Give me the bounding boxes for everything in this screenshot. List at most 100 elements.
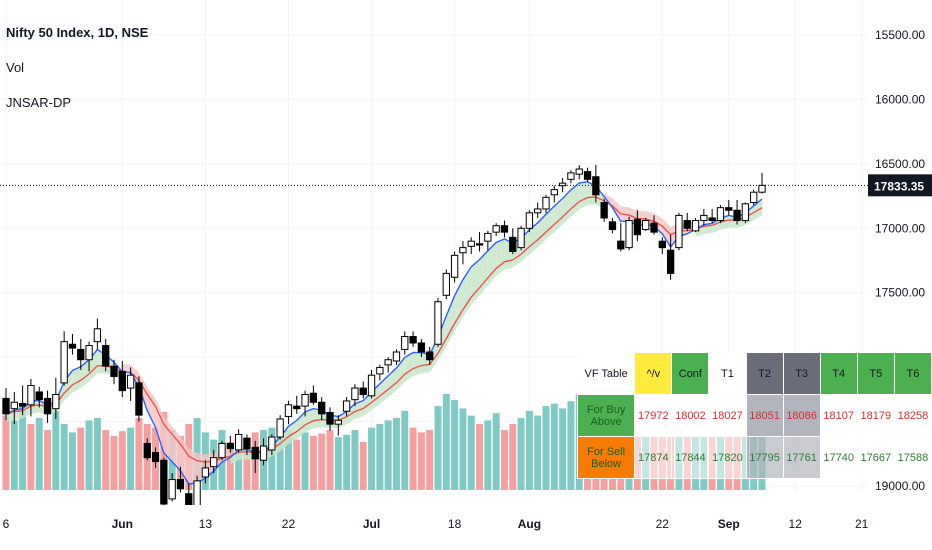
candle-body	[293, 405, 301, 410]
candle-body	[309, 392, 318, 403]
vf-sell-value: 17761	[782, 436, 821, 479]
candle-body	[218, 442, 226, 459]
vf-buy-label: For Buy Above	[576, 394, 636, 437]
trend-band	[546, 206, 555, 240]
volume-bar	[384, 420, 392, 490]
candle-body	[126, 374, 135, 389]
candle-body	[550, 189, 558, 196]
candle-body	[284, 404, 293, 417]
vf-header-cell: ^/v	[634, 352, 673, 395]
volume-bar	[27, 424, 35, 490]
candle-body	[2, 397, 10, 415]
time-tick-label: Jul	[363, 517, 380, 531]
candle-body	[492, 225, 500, 233]
vf-sell-value: 17820	[708, 436, 747, 479]
trend-band	[280, 426, 289, 452]
trend-band	[388, 367, 397, 398]
candle-body	[176, 479, 185, 490]
candle-body	[251, 446, 259, 460]
candle-body	[509, 236, 517, 252]
vf-sell-value: 17667	[856, 436, 895, 479]
candle-body	[27, 384, 35, 406]
candle-body	[342, 400, 351, 412]
trend-band	[64, 370, 73, 401]
candle-body	[708, 217, 716, 222]
vf-buy-value: 18179	[856, 394, 895, 437]
volume-bar	[85, 420, 93, 490]
candle-body	[484, 232, 492, 242]
candle-body	[633, 218, 642, 236]
time-tick-label: 12	[789, 517, 803, 531]
volume-bar	[44, 430, 52, 490]
volume-bar	[268, 427, 276, 490]
time-tick-label: 21	[855, 517, 869, 531]
current-price-tag	[868, 174, 932, 197]
candle-body	[583, 171, 592, 180]
trend-band	[429, 337, 438, 373]
candle-body	[534, 208, 542, 214]
vf-buy-value: 18086	[782, 394, 821, 437]
vf-sell-label: For Sell Below	[576, 436, 636, 479]
symbol-title[interactable]: Nifty 50 Index, 1D, NSE	[6, 25, 149, 40]
indicator-legend[interactable]: JNSAR-DP	[6, 95, 72, 110]
trend-band	[413, 352, 422, 377]
trend-band	[471, 259, 480, 305]
volume-bar	[434, 406, 442, 490]
vf-buy-value: 18051	[745, 394, 784, 437]
candle-body	[268, 436, 276, 451]
volume-bar	[235, 434, 243, 490]
volume-bar	[525, 410, 533, 490]
trend-band	[496, 239, 505, 277]
trend-band	[662, 218, 671, 247]
candle-body	[716, 207, 725, 222]
trend-band	[72, 366, 81, 393]
candle-body	[592, 176, 600, 196]
candle-body	[318, 401, 326, 415]
candle-body	[625, 220, 633, 249]
volume-bar	[401, 410, 409, 490]
candle-body	[77, 348, 85, 361]
candle-body	[450, 254, 459, 278]
volume-bar	[135, 418, 143, 490]
candle-body	[367, 374, 376, 397]
volume-bar	[426, 430, 434, 490]
trend-band	[554, 198, 563, 233]
candle-body	[475, 243, 484, 246]
volume-bar	[334, 437, 342, 490]
trend-band	[138, 372, 148, 411]
volume-bar	[93, 418, 101, 490]
candle-body	[642, 220, 650, 231]
candle-body	[725, 207, 733, 211]
candle-body	[85, 345, 93, 361]
trend-band	[404, 352, 414, 382]
trend-band	[363, 392, 372, 417]
vf-sell-row: For Sell Below 17874 17844 17820 17795 1…	[576, 436, 932, 479]
time-tick-label: 22	[282, 517, 296, 531]
candle-body	[118, 370, 126, 392]
vf-header-cell: Conf	[671, 352, 710, 395]
volume-bar	[60, 424, 68, 490]
volume-bar	[343, 434, 351, 490]
volume-bar	[52, 410, 60, 490]
candle-body	[617, 240, 625, 250]
vf-table: VF Table ^/v Conf T1 T2 T3 T4 T5 T6 For …	[576, 352, 932, 479]
vf-header-cell: T1	[708, 352, 747, 395]
price-tick-label: 15500.00	[875, 28, 925, 42]
volume-bar	[351, 430, 359, 490]
candle-body	[600, 202, 608, 219]
candle-body	[733, 209, 741, 222]
candle-body	[758, 184, 766, 193]
trend-band	[462, 266, 472, 318]
volume-legend[interactable]: Vol	[6, 60, 25, 75]
candle-body	[608, 221, 617, 231]
volume-bar	[309, 436, 317, 490]
candle-body	[517, 227, 525, 249]
candle-body	[567, 172, 575, 180]
volume-bar	[492, 413, 500, 490]
candle-body	[500, 225, 509, 233]
volume-bar	[451, 400, 459, 490]
candle-body	[467, 240, 475, 247]
price-tick-label: 16000.00	[875, 92, 925, 106]
volume-bar	[459, 408, 467, 490]
trend-band	[188, 448, 198, 485]
